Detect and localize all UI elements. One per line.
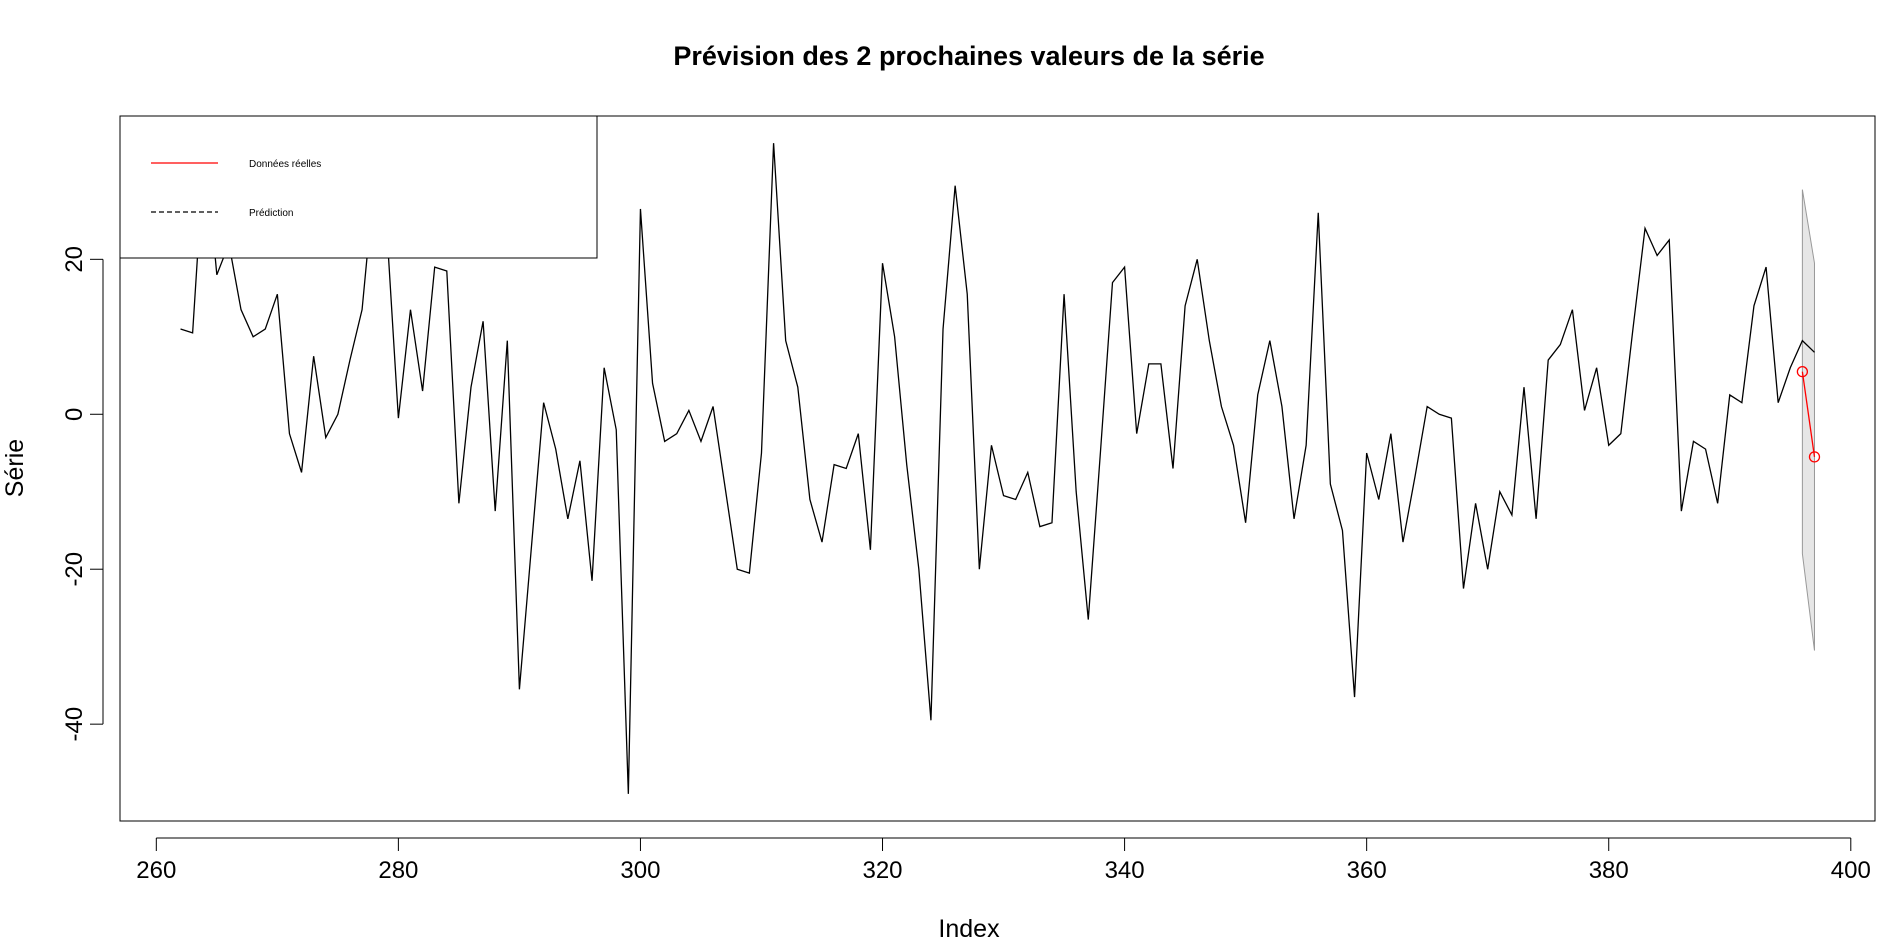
y-axis-label: Série [1,439,29,497]
x-tick-label: 260 [136,857,176,884]
y-tick-label: 20 [61,246,88,273]
legend: Données réelles Prédiction [119,115,598,259]
x-tick-label: 300 [620,857,660,884]
legend-label-real: Données réelles [249,159,321,170]
y-axis: -40 -20 0 20 [61,246,104,742]
y-ticks: -40 -20 0 20 [61,246,103,742]
y-tick-label: 0 [61,408,88,421]
real-data-line [1801,371,1816,457]
plot-frame [119,115,1876,822]
x-tick-label: 280 [378,857,418,884]
x-tick-label: 340 [1105,857,1145,884]
x-tick-label: 360 [1347,857,1387,884]
real-data-point [1796,366,1809,378]
y-tick-label: -40 [61,707,88,742]
legend-box [119,115,598,259]
x-tick-label: 320 [862,857,902,884]
legend-label-prediction: Prédiction [249,208,293,219]
y-tick-label: -20 [61,552,88,587]
x-axis: 260 280 300 320 340 360 380 400 [136,837,1871,884]
x-axis-label: Index [938,915,1000,943]
prediction-interval-band [1801,189,1815,651]
x-ticks: 260 280 300 320 340 360 380 400 [136,838,1871,884]
x-tick-label: 380 [1589,857,1629,884]
series-line [180,143,1815,794]
real-data-points [1796,366,1821,463]
x-tick-label: 400 [1831,857,1871,884]
chart-title: Prévision des 2 prochaines valeurs de la… [673,41,1264,71]
real-data-point [1808,451,1821,463]
